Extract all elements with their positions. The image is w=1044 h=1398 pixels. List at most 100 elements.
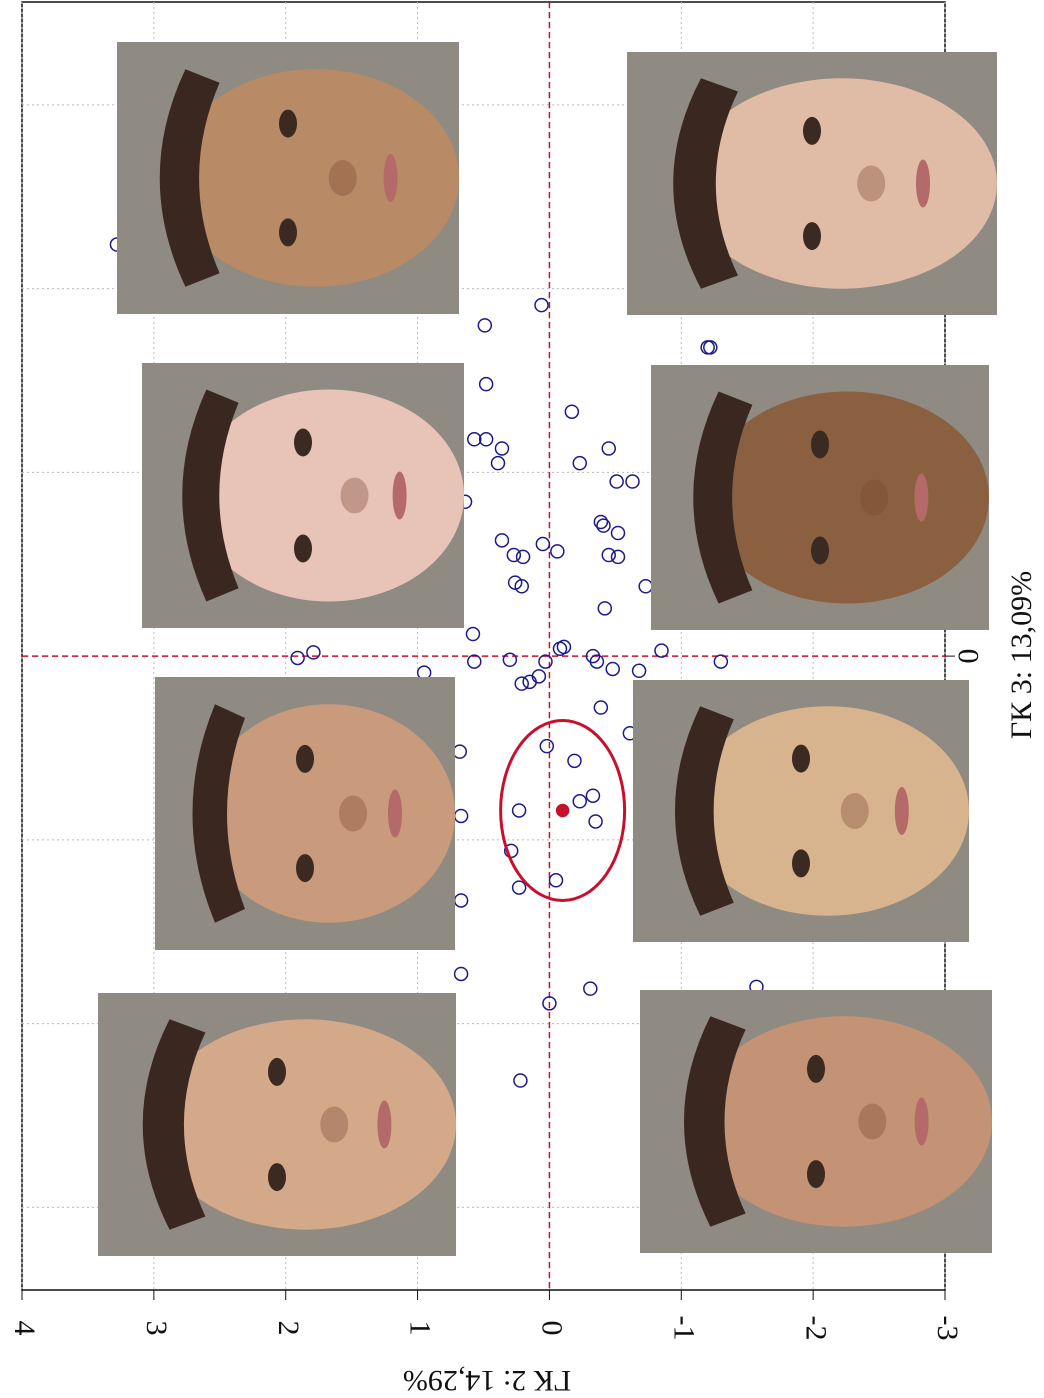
y-axis-label: ГК 3: 13,09% bbox=[1005, 571, 1038, 739]
eye bbox=[792, 849, 810, 878]
eye bbox=[294, 428, 312, 457]
x-tick-label: 4 bbox=[8, 1321, 41, 1336]
data-point bbox=[290, 650, 305, 666]
data-point bbox=[596, 518, 611, 533]
data-point bbox=[478, 432, 494, 447]
data-point bbox=[548, 873, 564, 888]
mouth bbox=[914, 1097, 929, 1146]
data-point bbox=[477, 318, 493, 333]
nose bbox=[840, 793, 869, 829]
eye bbox=[279, 218, 297, 247]
nose bbox=[340, 477, 369, 514]
eye bbox=[807, 1054, 825, 1083]
data-point bbox=[631, 663, 647, 679]
data-point bbox=[514, 676, 529, 691]
eye bbox=[811, 536, 829, 565]
face bbox=[696, 1016, 992, 1227]
nose bbox=[858, 1103, 887, 1140]
data-point bbox=[572, 794, 588, 809]
nose bbox=[339, 795, 367, 832]
data-point bbox=[542, 996, 557, 1011]
x-tick-label: 1 bbox=[404, 1321, 437, 1336]
data-point bbox=[593, 514, 609, 530]
data-point bbox=[654, 643, 669, 658]
y-tick-label: 0 bbox=[952, 649, 985, 664]
nose bbox=[320, 1106, 349, 1143]
mouth bbox=[388, 789, 402, 838]
data-point bbox=[572, 455, 588, 471]
data-point bbox=[534, 297, 549, 313]
data-point bbox=[610, 525, 626, 541]
hair bbox=[182, 389, 239, 602]
mouth bbox=[392, 471, 407, 520]
data-point bbox=[535, 536, 551, 552]
data-point bbox=[713, 654, 729, 669]
x-tick-label: 2 bbox=[272, 1321, 305, 1336]
data-point bbox=[453, 808, 469, 824]
eye bbox=[811, 430, 829, 459]
data-point bbox=[531, 669, 547, 684]
nose bbox=[328, 160, 357, 196]
plot-frame bbox=[21, 1, 946, 1291]
data-point bbox=[601, 441, 617, 456]
data-point bbox=[585, 788, 601, 803]
hair bbox=[693, 391, 753, 604]
face bbox=[686, 706, 969, 916]
x-tick-label: -2 bbox=[799, 1316, 832, 1341]
eye bbox=[807, 1160, 825, 1189]
face bbox=[171, 69, 460, 287]
x-tick-label: 0 bbox=[536, 1321, 569, 1336]
nose bbox=[860, 479, 889, 516]
mouth bbox=[377, 1100, 392, 1149]
x-tick-label: -3 bbox=[931, 1316, 964, 1341]
data-point bbox=[514, 579, 529, 594]
data-point bbox=[306, 645, 321, 660]
data-point bbox=[490, 455, 506, 471]
data-point bbox=[513, 1073, 528, 1088]
eye bbox=[296, 744, 314, 773]
data-point bbox=[506, 547, 522, 563]
face bbox=[193, 389, 464, 602]
data-point bbox=[583, 981, 598, 996]
data-point bbox=[605, 661, 620, 677]
data-point bbox=[550, 544, 565, 559]
data-point bbox=[467, 654, 482, 669]
face bbox=[686, 78, 997, 289]
face bbox=[155, 1019, 456, 1230]
hair bbox=[675, 706, 734, 916]
data-point bbox=[494, 533, 510, 548]
data-point bbox=[610, 549, 626, 565]
eye bbox=[268, 1163, 286, 1192]
x-tick-label: 3 bbox=[140, 1321, 173, 1336]
x-tick-label: -1 bbox=[667, 1316, 700, 1341]
data-point bbox=[567, 753, 582, 769]
mouth bbox=[914, 473, 929, 522]
hair bbox=[142, 1019, 206, 1230]
eye bbox=[296, 854, 314, 883]
data-point bbox=[597, 601, 613, 616]
hair bbox=[159, 69, 220, 287]
eye bbox=[294, 534, 312, 563]
data-point bbox=[552, 641, 568, 657]
data-point bbox=[515, 549, 531, 565]
mouth bbox=[916, 159, 930, 208]
highlight-ellipse bbox=[499, 718, 627, 902]
eye bbox=[268, 1057, 286, 1086]
face bbox=[203, 704, 455, 923]
data-point bbox=[589, 654, 605, 669]
data-point bbox=[555, 803, 570, 818]
hair bbox=[192, 704, 245, 923]
mouth bbox=[894, 787, 909, 835]
data-point bbox=[502, 652, 518, 668]
data-point bbox=[478, 376, 494, 392]
data-point bbox=[625, 474, 640, 489]
face bbox=[705, 391, 989, 604]
data-point bbox=[588, 814, 603, 829]
x-axis-label: ГК 2: 14,29% bbox=[403, 1364, 571, 1397]
data-point bbox=[564, 404, 580, 419]
data-point bbox=[453, 966, 469, 982]
data-point bbox=[453, 893, 469, 908]
eye bbox=[803, 116, 821, 145]
data-point bbox=[593, 700, 609, 715]
